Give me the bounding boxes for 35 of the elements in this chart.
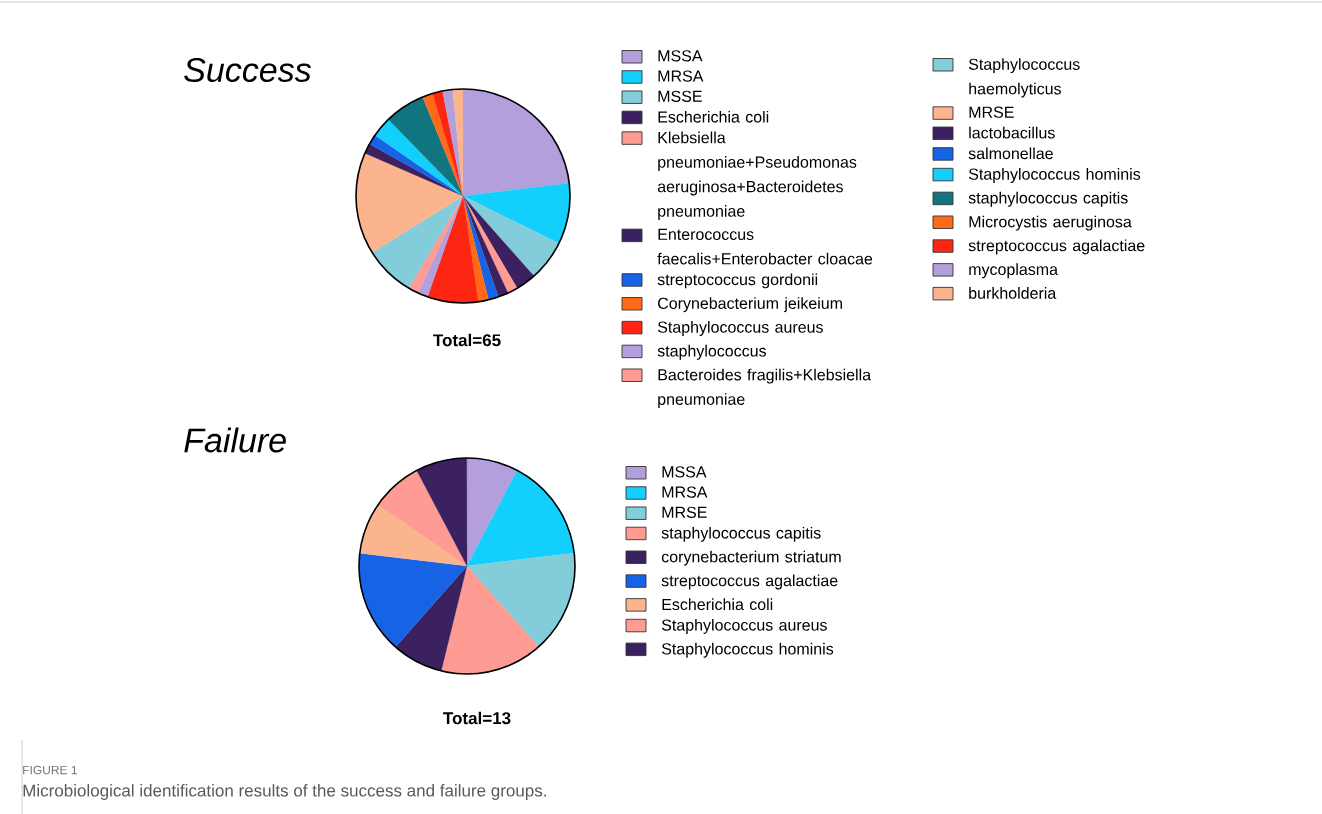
legend-label: Microcystis aeruginosa — [969, 215, 1132, 231]
caption: FIGURE 1 — [23, 765, 77, 775]
legend-label: streptococcus agalactiae — [661, 574, 838, 590]
chart-title: Success — [184, 57, 311, 83]
legend-label: MSSE — [658, 90, 702, 102]
legend-label: staphylococcus capitis — [661, 526, 821, 542]
legend-label: Bacteroides fragilis+Klebsiella pneumoniae — [658, 368, 872, 409]
legend-label: streptococcus gordonii — [657, 273, 818, 289]
text: Total=65 — [433, 333, 501, 347]
text: Microbiological identification results of the success and failure groups. — [23, 784, 546, 800]
legend-label: lactobacillus — [969, 126, 1055, 139]
legend-label: mycoplasma — [969, 263, 1058, 279]
legend-label: Corynebacterium jeikeium — [658, 297, 842, 313]
chart-title: Failure — [184, 427, 286, 453]
legend-label: salmonellae — [968, 147, 1053, 160]
legend-label: corynebacterium striatum — [661, 550, 841, 566]
legend-label: streptococcus agalactiae — [968, 239, 1145, 255]
legend-label: Staphylococcus aureus — [661, 618, 827, 634]
legend-label: Escherichia coli — [658, 110, 769, 123]
legend-label: MRSE — [662, 506, 707, 518]
legend-label: burkholderia — [969, 287, 1057, 299]
legend-label: Klebsiella pneumoniae+Pseudomonas aeruginosa+Bacteroidetes pneumoniae — [657, 131, 857, 220]
legend-label: Staphylococcus hominis — [968, 168, 1141, 183]
legend-label: Staphylococcus hominis — [661, 642, 834, 658]
text: Total=13 — [443, 711, 511, 725]
legend-label: Staphylococcus haemolyticus — [968, 58, 1080, 98]
legend-label: staphylococcus capitis — [968, 191, 1128, 207]
legend-label: MSSA — [658, 50, 703, 62]
legend-label: MRSA — [658, 70, 704, 82]
legend-label: staphylococcus — [657, 344, 766, 360]
legend-label: Escherichia coli — [662, 598, 773, 611]
legend-label: MRSA — [662, 486, 708, 498]
legend-label: Staphylococcus aureus — [657, 321, 823, 336]
legend-label: MRSE — [969, 106, 1014, 118]
legend-label: MSSA — [662, 466, 707, 478]
